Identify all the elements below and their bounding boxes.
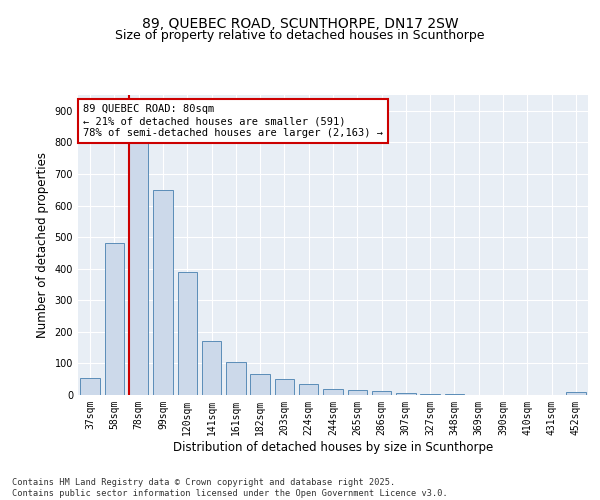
Bar [566, 392, 586, 395]
Text: 89, QUEBEC ROAD, SCUNTHORPE, DN17 2SW: 89, QUEBEC ROAD, SCUNTHORPE, DN17 2SW [142, 18, 458, 32]
Bar [372, 391, 391, 395]
Bar [129, 124, 148, 395]
Bar [421, 394, 440, 395]
Text: Size of property relative to detached houses in Scunthorpe: Size of property relative to detached ho… [115, 28, 485, 42]
Text: 89 QUEBEC ROAD: 80sqm
← 21% of detached houses are smaller (591)
78% of semi-det: 89 QUEBEC ROAD: 80sqm ← 21% of detached … [83, 104, 383, 138]
Text: Contains HM Land Registry data © Crown copyright and database right 2025.
Contai: Contains HM Land Registry data © Crown c… [12, 478, 448, 498]
Bar [105, 244, 124, 395]
Bar [250, 374, 270, 395]
Bar [323, 388, 343, 395]
Bar [445, 394, 464, 395]
Y-axis label: Number of detached properties: Number of detached properties [36, 152, 49, 338]
Bar [275, 379, 294, 395]
Bar [347, 390, 367, 395]
X-axis label: Distribution of detached houses by size in Scunthorpe: Distribution of detached houses by size … [173, 440, 493, 454]
Bar [80, 378, 100, 395]
Bar [202, 342, 221, 395]
Bar [153, 190, 173, 395]
Bar [226, 362, 245, 395]
Bar [178, 272, 197, 395]
Bar [299, 384, 319, 395]
Bar [396, 394, 416, 395]
